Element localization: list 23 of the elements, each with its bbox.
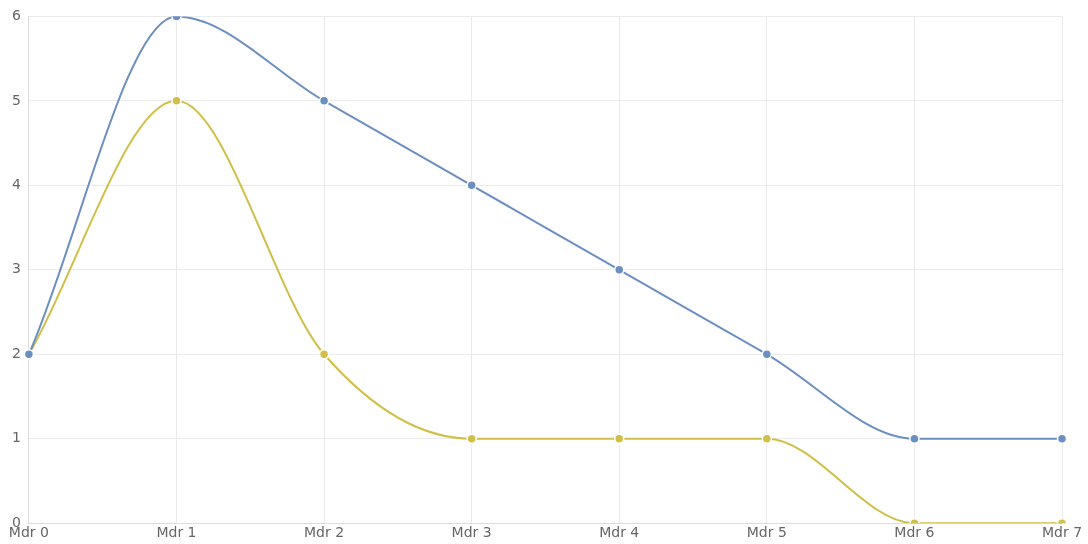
x-tick-label: Mdr 7: [1041, 524, 1083, 541]
point: [614, 264, 625, 276]
point: [909, 433, 920, 444]
point: [466, 433, 477, 444]
point: [614, 433, 625, 444]
x-tick-label: Mdr 5: [746, 524, 787, 541]
x-tick-label: Mdr 4: [599, 524, 640, 541]
y-tick-label: 4: [11, 175, 21, 192]
point: [761, 433, 773, 444]
point: [466, 180, 477, 191]
y-tick-label: 1: [11, 429, 21, 446]
y-tick-label: 2: [11, 344, 21, 361]
x-tick-label: Mdr 1: [156, 524, 197, 541]
x-tick-label: Mdr 6: [894, 524, 935, 541]
x-tick-label: Mdr 3: [451, 524, 492, 541]
point: [761, 349, 773, 360]
x-tick-label: Mdr 2: [304, 524, 345, 541]
y-tick-label: 6: [11, 7, 21, 24]
point: [318, 95, 330, 107]
y-tick-label: 3: [11, 260, 21, 277]
point: [318, 349, 330, 360]
y-tick-label: 5: [11, 91, 21, 108]
point: [171, 95, 182, 107]
